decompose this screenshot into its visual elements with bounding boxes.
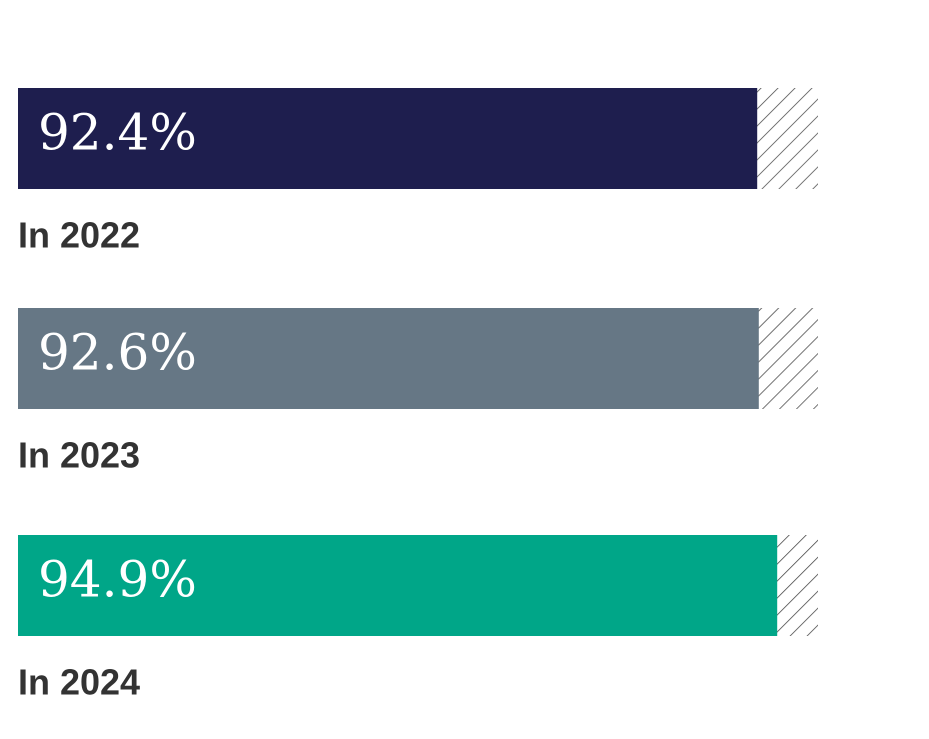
category-label: In 2022 bbox=[18, 215, 140, 256]
category-label: In 2024 bbox=[18, 662, 140, 703]
value-label: 92.6% bbox=[38, 324, 197, 382]
value-label: 94.9% bbox=[38, 551, 197, 609]
bar bbox=[18, 535, 778, 636]
bar bbox=[18, 308, 759, 409]
bar bbox=[18, 88, 758, 189]
value-label: 92.4% bbox=[38, 104, 197, 162]
category-label: In 2023 bbox=[18, 435, 140, 476]
